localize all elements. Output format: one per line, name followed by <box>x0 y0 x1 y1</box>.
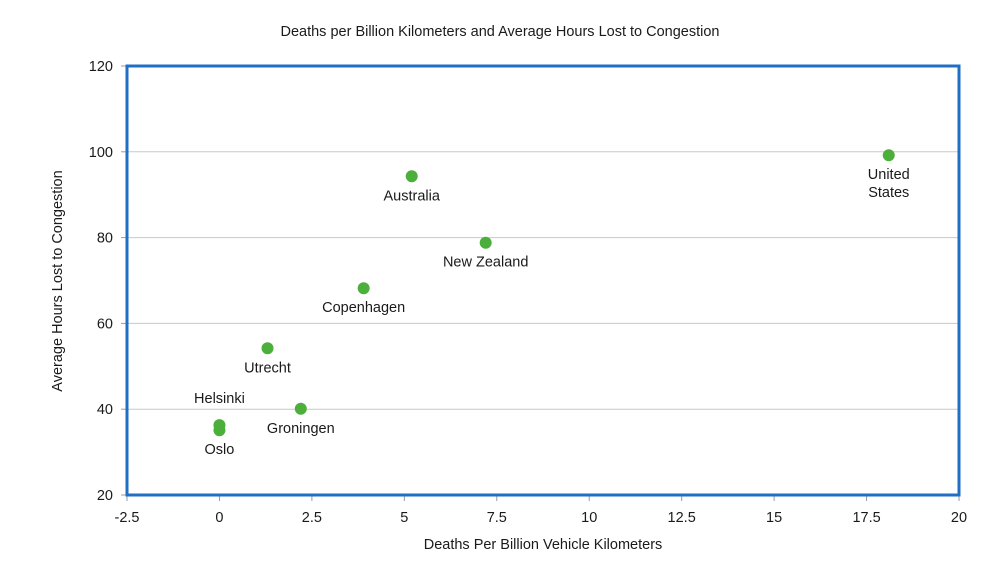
y-tick-label: 40 <box>97 402 113 418</box>
chart-title: Deaths per Billion Kilometers and Averag… <box>280 24 719 40</box>
x-tick-label: 7.5 <box>487 510 507 526</box>
x-tick-label: 5 <box>400 510 408 526</box>
y-tick-label: 80 <box>97 231 113 247</box>
y-tick-label: 100 <box>89 145 113 161</box>
x-tick-label: -2.5 <box>115 510 140 526</box>
x-tick-label: 15 <box>766 510 782 526</box>
label-new-zealand: New Zealand <box>443 255 528 271</box>
point-copenhagen <box>357 282 370 295</box>
x-axis-title: Deaths Per Billion Vehicle Kilometers <box>424 537 663 553</box>
label-australia: Australia <box>384 188 441 204</box>
label-helsinki: Helsinki <box>194 391 245 407</box>
x-tick-label: 20 <box>951 510 967 526</box>
x-tick-label: 12.5 <box>668 510 696 526</box>
label-oslo: Oslo <box>205 442 235 458</box>
x-tick-label: 17.5 <box>852 510 880 526</box>
label-groningen: Groningen <box>267 421 335 437</box>
point-utrecht <box>261 342 274 355</box>
label-united-states: United States <box>868 167 910 201</box>
point-united-states <box>882 149 895 162</box>
x-tick-label: 0 <box>215 510 223 526</box>
plot-area-frame <box>125 64 961 497</box>
point-oslo <box>213 424 226 437</box>
label-copenhagen: Copenhagen <box>322 300 405 316</box>
y-tick-label: 60 <box>97 316 113 332</box>
point-labels: Australia United States New Zealand Copenhag… <box>194 167 910 458</box>
point-new-zealand <box>479 236 492 249</box>
y-tick-label: 20 <box>97 488 113 504</box>
data-points <box>213 149 895 437</box>
x-tick-label: 10 <box>581 510 597 526</box>
gridlines <box>127 151 959 410</box>
point-groningen <box>294 402 307 415</box>
x-tick-label: 2.5 <box>302 510 322 526</box>
label-utrecht: Utrecht <box>244 360 291 376</box>
y-axis-title: Average Hours Lost to Congestion <box>50 170 66 391</box>
y-tick-label: 120 <box>89 59 113 75</box>
point-australia <box>405 170 418 183</box>
